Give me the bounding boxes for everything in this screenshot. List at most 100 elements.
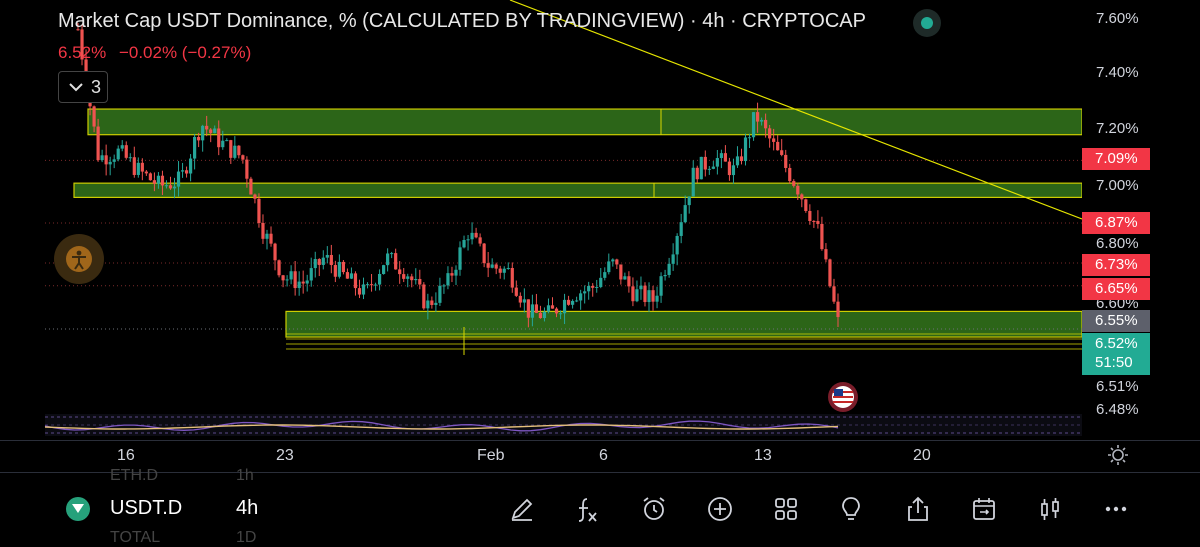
candle-body [711, 166, 715, 169]
quote-value: 6.52% [58, 43, 107, 62]
candle-body [683, 205, 687, 223]
candle-body [824, 249, 828, 260]
candle-body [526, 299, 530, 318]
alert-button[interactable] [634, 489, 674, 529]
candle-body [675, 235, 679, 255]
candle-body [534, 304, 539, 313]
candle-body [780, 150, 784, 155]
candle-body [120, 145, 124, 149]
time-tick: 6 [599, 447, 608, 464]
accessibility-button[interactable] [54, 234, 104, 284]
candle-body [538, 312, 543, 319]
timeframe-picker[interactable]: 4h [236, 497, 259, 519]
candle-body [309, 268, 313, 281]
candle-body [747, 137, 752, 139]
candle-body [100, 155, 104, 161]
candle-body [233, 145, 237, 158]
candle-body [188, 158, 193, 174]
candle-body [237, 145, 241, 156]
candle-body [510, 267, 514, 288]
candle-body [325, 254, 329, 258]
symbol-picker[interactable]: USDT.D [110, 497, 183, 519]
candle-body [333, 265, 337, 277]
candle-body [148, 173, 152, 181]
more-button[interactable] [1096, 489, 1136, 529]
candle-body [92, 106, 96, 127]
candle-body [341, 261, 345, 273]
candle-body [635, 289, 639, 302]
candle-body [462, 239, 466, 248]
ideas-button[interactable] [831, 489, 871, 529]
candle-body [241, 155, 245, 160]
candle-body [759, 119, 764, 122]
sun-gear-icon [1108, 445, 1128, 465]
candle-body [197, 136, 201, 141]
candle-body [80, 29, 84, 60]
last-price-value: 6.52% [1095, 335, 1138, 352]
chart-settings-button[interactable] [1105, 443, 1131, 467]
candle-body [764, 119, 768, 129]
time-axis[interactable]: 16 23 Feb 6 13 20 [0, 440, 1200, 473]
candle-body [313, 259, 317, 269]
candle-body [213, 128, 217, 134]
time-tick: 20 [913, 447, 931, 464]
candle-body [390, 253, 394, 255]
candle-body [639, 285, 643, 290]
tether-icon [66, 497, 90, 521]
candle-body [631, 286, 635, 302]
time-tick: 23 [276, 447, 294, 464]
candle-body [671, 254, 675, 264]
candle-body [386, 253, 390, 266]
candle-body [225, 140, 229, 142]
accessibility-icon [66, 246, 92, 272]
drawing-tools-button[interactable] [502, 489, 542, 529]
candle-body [406, 276, 410, 279]
chart-type-button[interactable] [1030, 489, 1070, 529]
candle-body [599, 277, 603, 287]
replay-button[interactable] [964, 489, 1004, 529]
candle-body [691, 167, 695, 197]
price-tick: 6.51% [1096, 378, 1139, 395]
candle-body [623, 276, 627, 280]
more-icon [1105, 506, 1127, 512]
support-resistance-zone [285, 310, 1082, 338]
price-label: 6.87% [1082, 212, 1150, 234]
candle-body [796, 185, 800, 195]
candle-body [498, 268, 502, 273]
candle-body [478, 237, 482, 244]
candle-body [253, 194, 257, 199]
candle-body [792, 181, 796, 186]
chart-canvas[interactable] [0, 0, 1082, 440]
indicators-toggle-button[interactable]: 3 [58, 71, 108, 103]
candle-body [562, 299, 567, 314]
share-button[interactable] [898, 489, 938, 529]
candle-body [361, 284, 366, 295]
candle-body [458, 247, 462, 270]
chart-area[interactable] [0, 0, 1082, 440]
candle-body [800, 194, 804, 200]
candle-body [446, 273, 450, 286]
candle-body [518, 295, 522, 303]
candle-body [104, 155, 108, 165]
candle-body [321, 257, 325, 265]
candle-body [506, 267, 510, 269]
candle-body [261, 222, 265, 239]
layout-button[interactable] [766, 489, 806, 529]
add-button[interactable] [700, 489, 740, 529]
share-icon [908, 496, 928, 521]
chevron-down-icon [69, 83, 83, 92]
candle-body [373, 284, 378, 286]
candle-body [514, 287, 518, 296]
indicators-button[interactable] [567, 489, 607, 529]
candle-body [414, 278, 418, 281]
last-price-label: 6.52% 51:50 [1082, 333, 1150, 375]
candle-body [820, 223, 824, 250]
price-axis[interactable]: 7.60% 7.40% 7.20% 7.00% 6.80% 6.60% 6.51… [1082, 0, 1200, 440]
candle-body [116, 148, 120, 160]
candle-body [172, 186, 177, 189]
trendline[interactable] [509, 0, 1082, 220]
market-status-icon[interactable] [913, 9, 941, 37]
candle-body [337, 261, 341, 277]
candle-body [784, 154, 788, 168]
candle-body [836, 301, 840, 318]
